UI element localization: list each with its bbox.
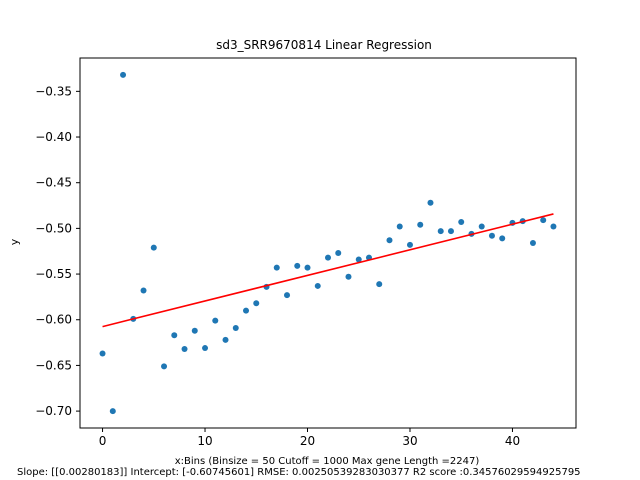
data-point <box>222 336 229 343</box>
y-tick-label: −0.70 <box>35 404 72 418</box>
data-point <box>396 223 403 230</box>
data-point <box>427 199 434 206</box>
data-point <box>212 317 219 324</box>
chart-title: sd3_SRR9670814 Linear Regression <box>216 38 432 52</box>
y-tick-label: −0.35 <box>35 84 72 98</box>
x-tick-label: 40 <box>505 434 520 448</box>
data-point <box>437 228 444 235</box>
data-point <box>478 223 485 230</box>
x-tick-label: 30 <box>402 434 417 448</box>
y-tick-label: −0.45 <box>35 176 72 190</box>
data-point <box>109 408 116 415</box>
data-point <box>345 273 352 280</box>
data-point <box>406 241 413 248</box>
data-point <box>335 250 342 257</box>
x-axis-label: x:Bins (Binsize = 50 Cutoff = 1000 Max g… <box>175 456 480 467</box>
data-point <box>447 228 454 235</box>
x-tick-label: 0 <box>99 434 107 448</box>
data-point <box>314 282 321 289</box>
data-point <box>540 217 547 224</box>
data-point <box>355 256 362 263</box>
y-tick-label: −0.40 <box>35 130 72 144</box>
y-tick-label: −0.60 <box>35 313 72 327</box>
y-tick-label: −0.55 <box>35 267 72 281</box>
data-point <box>120 71 127 78</box>
data-point <box>253 300 260 307</box>
data-point <box>232 324 239 331</box>
data-point <box>488 232 495 239</box>
data-point <box>386 237 393 244</box>
plot-area: 0 10 20 30 40 −0.35 −0.40 −0.45 −0.50 −0.55 −0.60 −… <box>35 57 577 448</box>
data-point <box>304 264 311 271</box>
data-point <box>202 345 209 352</box>
data-point <box>325 254 331 261</box>
x-tick-label: 20 <box>300 434 315 448</box>
data-point <box>529 240 536 246</box>
regression-stats-label: Slope: [[0.00280183]] Intercept: [-0.607… <box>17 467 581 478</box>
data-point <box>243 307 250 314</box>
data-point <box>284 292 291 299</box>
data-point <box>99 350 106 357</box>
regression-line <box>102 213 554 328</box>
data-point <box>140 287 147 294</box>
y-axis-label: y <box>8 238 21 245</box>
y-tick-label: −0.65 <box>35 358 72 372</box>
data-point <box>417 221 424 228</box>
data-point <box>181 345 188 352</box>
data-point <box>161 363 168 370</box>
data-point <box>150 244 157 251</box>
data-point <box>294 262 301 269</box>
data-point <box>550 223 557 230</box>
data-point <box>499 235 506 242</box>
data-point <box>458 218 465 225</box>
data-point <box>191 327 198 334</box>
data-point <box>376 281 383 288</box>
data-point <box>171 332 178 339</box>
data-point <box>273 264 280 271</box>
plot-frame <box>79 57 577 429</box>
x-tick-label: 10 <box>197 434 212 448</box>
y-tick-label: −0.50 <box>35 221 72 235</box>
